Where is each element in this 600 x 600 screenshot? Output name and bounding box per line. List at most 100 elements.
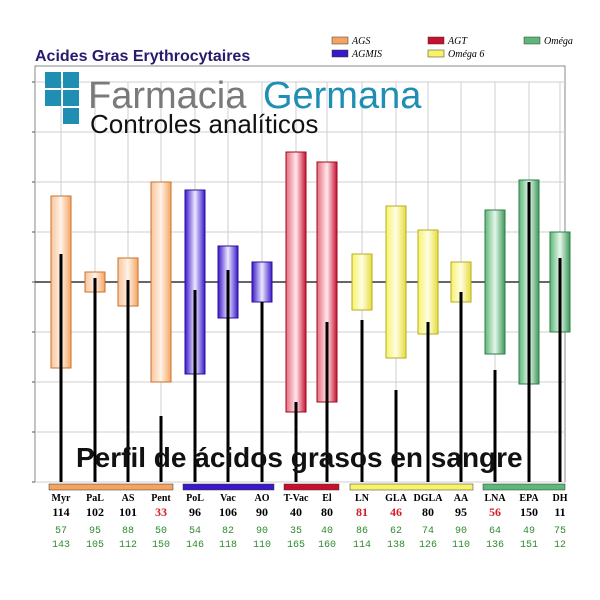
logo-square-4 <box>63 90 79 106</box>
range-low-label: 86 <box>356 526 368 537</box>
range-high-label: 150 <box>152 540 170 551</box>
value-needle-myr <box>59 254 63 482</box>
value-needle-t-vac <box>294 402 298 482</box>
group-bars <box>48 483 566 491</box>
legend-label: Oméga 6 <box>448 49 484 60</box>
range-bar-pent <box>150 181 172 383</box>
category-label: AA <box>454 493 469 504</box>
category-label: El <box>322 493 332 504</box>
category-label: AS <box>122 493 135 504</box>
value-label: 150 <box>520 505 538 519</box>
value-needle-ao <box>260 302 264 482</box>
category-label: T-Vac <box>284 493 309 504</box>
range-low-label: 75 <box>554 526 566 537</box>
category-label: LNA <box>484 493 506 504</box>
range-high-label: 110 <box>253 540 271 551</box>
legend-label: AGS <box>351 36 370 47</box>
value-label: 80 <box>321 505 333 519</box>
category-label: PaL <box>86 493 104 504</box>
value-needle-pent <box>159 416 163 482</box>
value-needle-epa <box>527 182 531 482</box>
group-bar-om-ga-6 <box>349 483 474 491</box>
range-high-label: 138 <box>387 540 405 551</box>
value-needle-pol <box>193 290 197 482</box>
value-label: 90 <box>256 505 268 519</box>
legend-swatch <box>523 36 541 45</box>
range-high-label: 112 <box>119 540 137 551</box>
range-low-label: 64 <box>489 526 501 537</box>
range-bar-lna <box>484 209 506 355</box>
value-needle-aa <box>459 292 463 482</box>
brand-name-part1: Farmacia <box>88 75 247 117</box>
category-label: Vac <box>220 493 236 504</box>
range-labels: 57 143 95 105 88 112 50 150 54 146 82 118 90 110 35 165… <box>52 526 566 551</box>
category-label: Myr <box>52 493 71 504</box>
range-low-label: 74 <box>422 526 434 537</box>
value-label: 96 <box>189 505 201 519</box>
value-label: 114 <box>52 505 69 519</box>
group-bar-agt <box>283 483 340 491</box>
legend-label: AGMIS <box>351 49 382 60</box>
value-label: 56 <box>489 505 501 519</box>
range-high-label: 114 <box>353 540 371 551</box>
range-low-label: 35 <box>290 526 302 537</box>
brand-name-part2: Germana <box>263 75 422 117</box>
logo-square-3 <box>45 90 61 106</box>
range-low-label: 54 <box>189 526 201 537</box>
range-bar-t-vac <box>285 151 307 413</box>
overlay-caption: Perfil de ácidos grasos en sangre <box>76 442 523 473</box>
value-needle-gla <box>394 390 398 482</box>
value-needle-lna <box>493 370 497 482</box>
range-low-label: 62 <box>390 526 402 537</box>
category-label: PoL <box>186 493 204 504</box>
value-label: 11 <box>554 505 565 519</box>
range-high-label: 165 <box>287 540 305 551</box>
brand-name: Farmacia Germana <box>88 75 422 117</box>
range-high-label: 136 <box>486 540 504 551</box>
logo-square-1 <box>45 72 61 88</box>
range-bar-dgla <box>417 229 439 335</box>
value-needle-pal <box>93 278 97 482</box>
value-needle-el <box>325 322 329 482</box>
range-bar-ln <box>351 253 373 311</box>
category-label: DGLA <box>414 493 444 504</box>
value-labels: 114 102 101 33 96 106 90 40 80 81 46 80 95 56 150 11 <box>52 505 565 519</box>
range-low-label: 40 <box>321 526 333 537</box>
legend-label: AGT <box>447 36 468 47</box>
value-needle-dh <box>558 258 562 482</box>
range-high-label: 160 <box>318 540 336 551</box>
category-label: EPA <box>519 493 539 504</box>
value-label: 40 <box>290 505 302 519</box>
group-bar-agmis <box>182 483 275 491</box>
value-label: 46 <box>390 505 402 519</box>
range-bar-ao <box>251 261 273 303</box>
brand-subtitle: Controles analíticos <box>90 109 318 139</box>
category-label: AO <box>255 493 270 504</box>
chart-title: Acides Gras Erythrocytaires <box>35 48 250 65</box>
range-high-label: 143 <box>52 540 70 551</box>
range-low-label: 95 <box>89 526 101 537</box>
range-low-label: 57 <box>55 526 67 537</box>
legend: AGS AGT Oméga AGMIS Oméga 6 <box>331 36 573 60</box>
range-high-label: 126 <box>419 540 437 551</box>
legend-label: Oméga <box>544 36 573 47</box>
logo-square-2 <box>63 72 79 88</box>
range-low-label: 50 <box>155 526 167 537</box>
value-needle-as <box>126 280 130 482</box>
value-label: 80 <box>422 505 434 519</box>
logo-square-5 <box>63 108 79 124</box>
category-label: Pent <box>151 493 171 504</box>
range-high-label: 146 <box>186 540 204 551</box>
value-label: 101 <box>119 505 137 519</box>
legend-swatch <box>427 36 445 45</box>
range-high-label: 12 <box>554 540 566 551</box>
value-needle-ln <box>360 320 364 482</box>
range-low-label: 90 <box>256 526 268 537</box>
value-label: 33 <box>155 505 167 519</box>
value-label: 102 <box>86 505 104 519</box>
value-label: 106 <box>219 505 237 519</box>
range-high-label: 105 <box>86 540 104 551</box>
group-bar-om-ga <box>482 483 566 491</box>
value-needle-vac <box>226 270 230 482</box>
